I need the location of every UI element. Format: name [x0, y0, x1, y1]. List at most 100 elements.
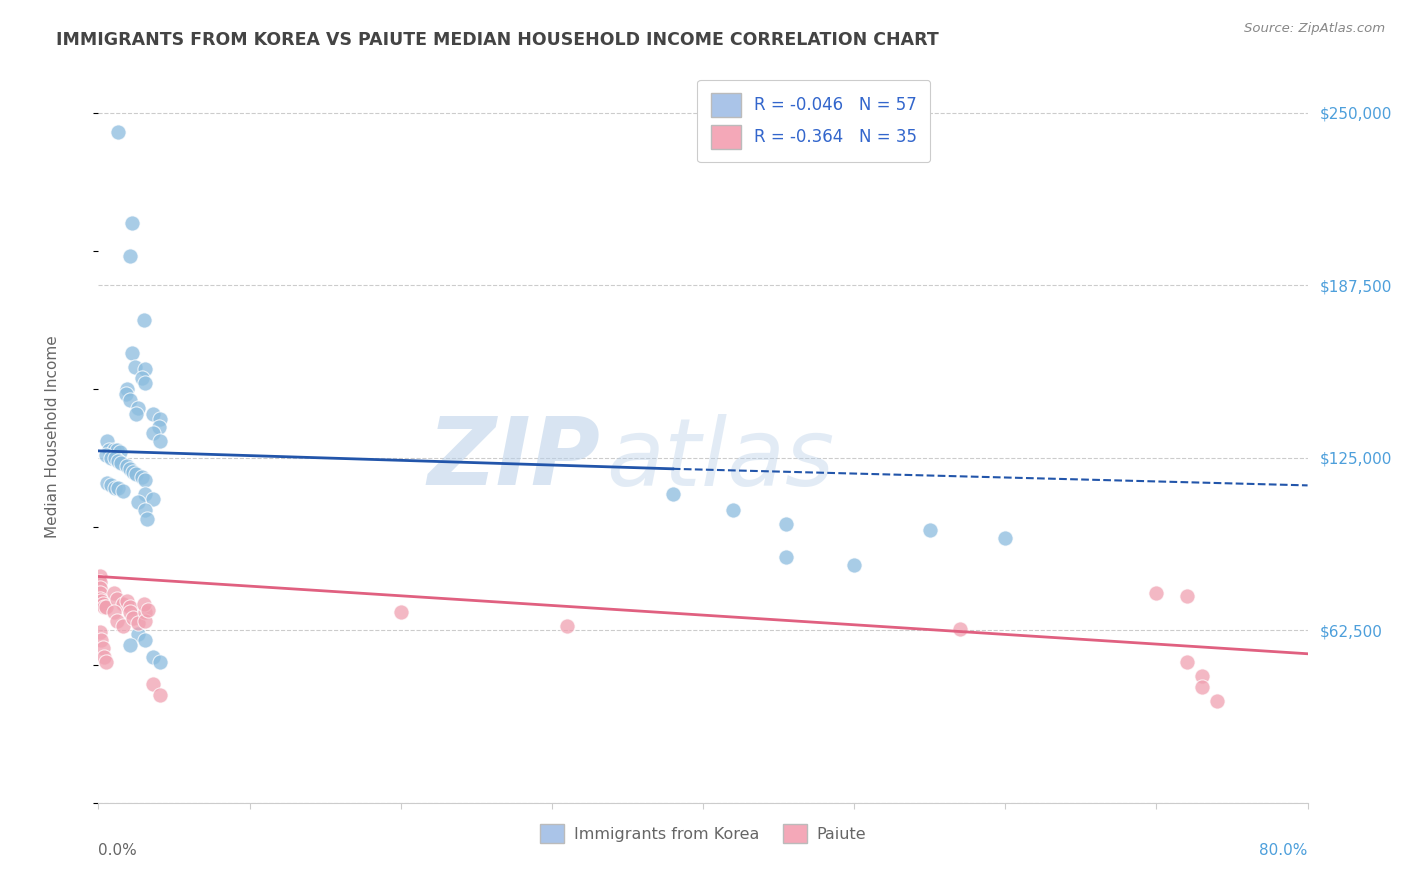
Point [135, 511, 157, 525]
Point [120, 639, 142, 653]
Point [90, 594, 112, 608]
Point [1191, 669, 1213, 683]
Point [1175, 655, 1198, 669]
Point [142, 492, 165, 507]
Point [94, 655, 117, 669]
Point [142, 649, 165, 664]
Point [555, 619, 578, 633]
Point [134, 473, 156, 487]
Point [844, 558, 866, 573]
Point [115, 458, 138, 473]
Text: IMMIGRANTS FROM KOREA VS PAIUTE MEDIAN HOUSEHOLD INCOME CORRELATION CHART: IMMIGRANTS FROM KOREA VS PAIUTE MEDIAN H… [56, 31, 939, 49]
Point [132, 597, 155, 611]
Point [103, 605, 125, 619]
Point [723, 503, 745, 517]
Point [104, 481, 127, 495]
Point [136, 602, 159, 616]
Point [1191, 680, 1213, 694]
Point [389, 605, 412, 619]
Point [1144, 586, 1167, 600]
Point [103, 586, 125, 600]
Point [111, 483, 134, 498]
Point [115, 594, 138, 608]
Point [994, 531, 1017, 545]
Point [125, 467, 148, 482]
Point [89, 624, 111, 639]
Point [142, 407, 165, 421]
Point [120, 249, 142, 263]
Point [127, 616, 149, 631]
Point [127, 627, 149, 641]
Text: 0.0%: 0.0% [98, 843, 138, 858]
Point [115, 382, 138, 396]
Legend: Immigrants from Korea, Paiute: Immigrants from Korea, Paiute [534, 817, 872, 850]
Point [93, 599, 115, 614]
Point [1175, 589, 1198, 603]
Point [94, 599, 117, 614]
Point [120, 462, 142, 476]
Point [96, 475, 118, 490]
Point [775, 550, 797, 565]
Text: Source: ZipAtlas.com: Source: ZipAtlas.com [1244, 22, 1385, 36]
Point [134, 503, 156, 517]
Point [89, 586, 111, 600]
Text: ZIP: ZIP [427, 413, 600, 505]
Point [98, 442, 121, 457]
Text: atlas: atlas [606, 414, 835, 505]
Point [134, 605, 156, 619]
Point [108, 445, 131, 459]
Point [122, 611, 145, 625]
Point [103, 442, 125, 457]
Point [121, 346, 143, 360]
Point [105, 591, 128, 606]
Point [134, 376, 156, 391]
Point [131, 470, 153, 484]
Point [949, 622, 972, 636]
Point [89, 581, 111, 595]
Point [142, 425, 165, 440]
Point [90, 632, 112, 647]
Point [120, 605, 142, 619]
Point [661, 486, 683, 500]
Point [89, 569, 111, 583]
Point [149, 434, 172, 449]
Point [149, 412, 172, 426]
Point [107, 453, 129, 467]
Point [105, 442, 128, 457]
Point [107, 481, 129, 495]
Point [110, 456, 132, 470]
Point [125, 407, 148, 421]
Point [127, 401, 149, 416]
Point [148, 420, 170, 434]
Point [107, 125, 129, 139]
Point [124, 359, 146, 374]
Point [1206, 694, 1229, 708]
Point [134, 632, 156, 647]
Point [134, 486, 156, 500]
Point [96, 434, 118, 449]
Point [111, 619, 134, 633]
Point [120, 599, 142, 614]
Point [149, 688, 172, 702]
Point [142, 677, 165, 691]
Point [94, 448, 117, 462]
Point [89, 574, 111, 589]
Point [91, 641, 114, 656]
Point [114, 387, 136, 401]
Point [132, 312, 155, 326]
Point [127, 495, 149, 509]
Point [134, 362, 156, 376]
Point [89, 591, 111, 606]
Point [121, 216, 143, 230]
Point [111, 597, 134, 611]
Point [93, 649, 115, 664]
Point [120, 392, 142, 407]
Point [122, 465, 145, 479]
Point [149, 655, 172, 669]
Point [105, 614, 128, 628]
Text: Median Household Income: Median Household Income [45, 335, 60, 539]
Point [104, 450, 127, 465]
Point [100, 478, 122, 492]
Text: 80.0%: 80.0% [1260, 843, 1308, 858]
Point [775, 516, 797, 531]
